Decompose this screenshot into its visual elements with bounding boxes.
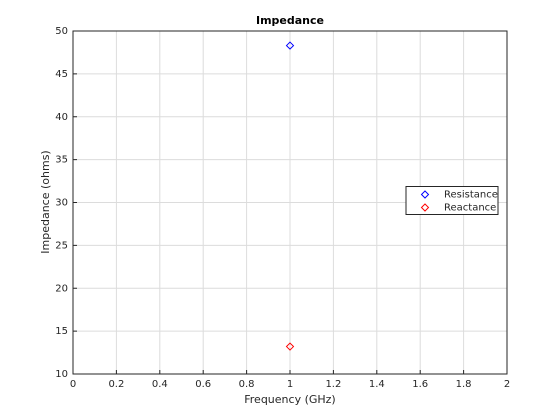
y-tick-label: 10 xyxy=(55,369,68,380)
x-axis-label: Frequency (GHz) xyxy=(244,393,335,406)
y-tick-label: 15 xyxy=(55,326,68,337)
data-point xyxy=(285,342,295,351)
x-tick-label: 0.4 xyxy=(152,379,168,390)
x-tick-label: 1.4 xyxy=(369,379,385,390)
x-tick-label: 0.2 xyxy=(108,379,124,390)
x-tick-label: 0.6 xyxy=(195,379,211,390)
y-tick-label: 25 xyxy=(55,240,68,251)
x-tick-label: 1.8 xyxy=(456,379,472,390)
x-tick-label: 1 xyxy=(287,379,293,390)
legend-marker xyxy=(420,203,430,212)
y-tick-label: 40 xyxy=(55,112,68,123)
legend-label: Resistance xyxy=(444,190,498,201)
y-tick-label: 45 xyxy=(55,69,68,80)
y-tick-label: 50 xyxy=(55,26,68,37)
legend-label: Reactance xyxy=(444,203,496,214)
y-axis-label: Impedance (ohms) xyxy=(39,150,52,253)
y-tick-label: 30 xyxy=(55,198,68,209)
x-tick-label: 1.2 xyxy=(325,379,341,390)
legend-box xyxy=(405,186,499,215)
data-point xyxy=(285,41,295,50)
x-tick-label: 0 xyxy=(70,379,76,390)
x-tick-label: 2 xyxy=(504,379,510,390)
x-tick-label: 1.6 xyxy=(412,379,428,390)
y-tick-label: 20 xyxy=(55,283,68,294)
legend-marker xyxy=(420,190,430,199)
chart-title: Impedance xyxy=(256,14,324,27)
x-tick-label: 0.8 xyxy=(239,379,255,390)
y-tick-label: 35 xyxy=(55,155,68,166)
